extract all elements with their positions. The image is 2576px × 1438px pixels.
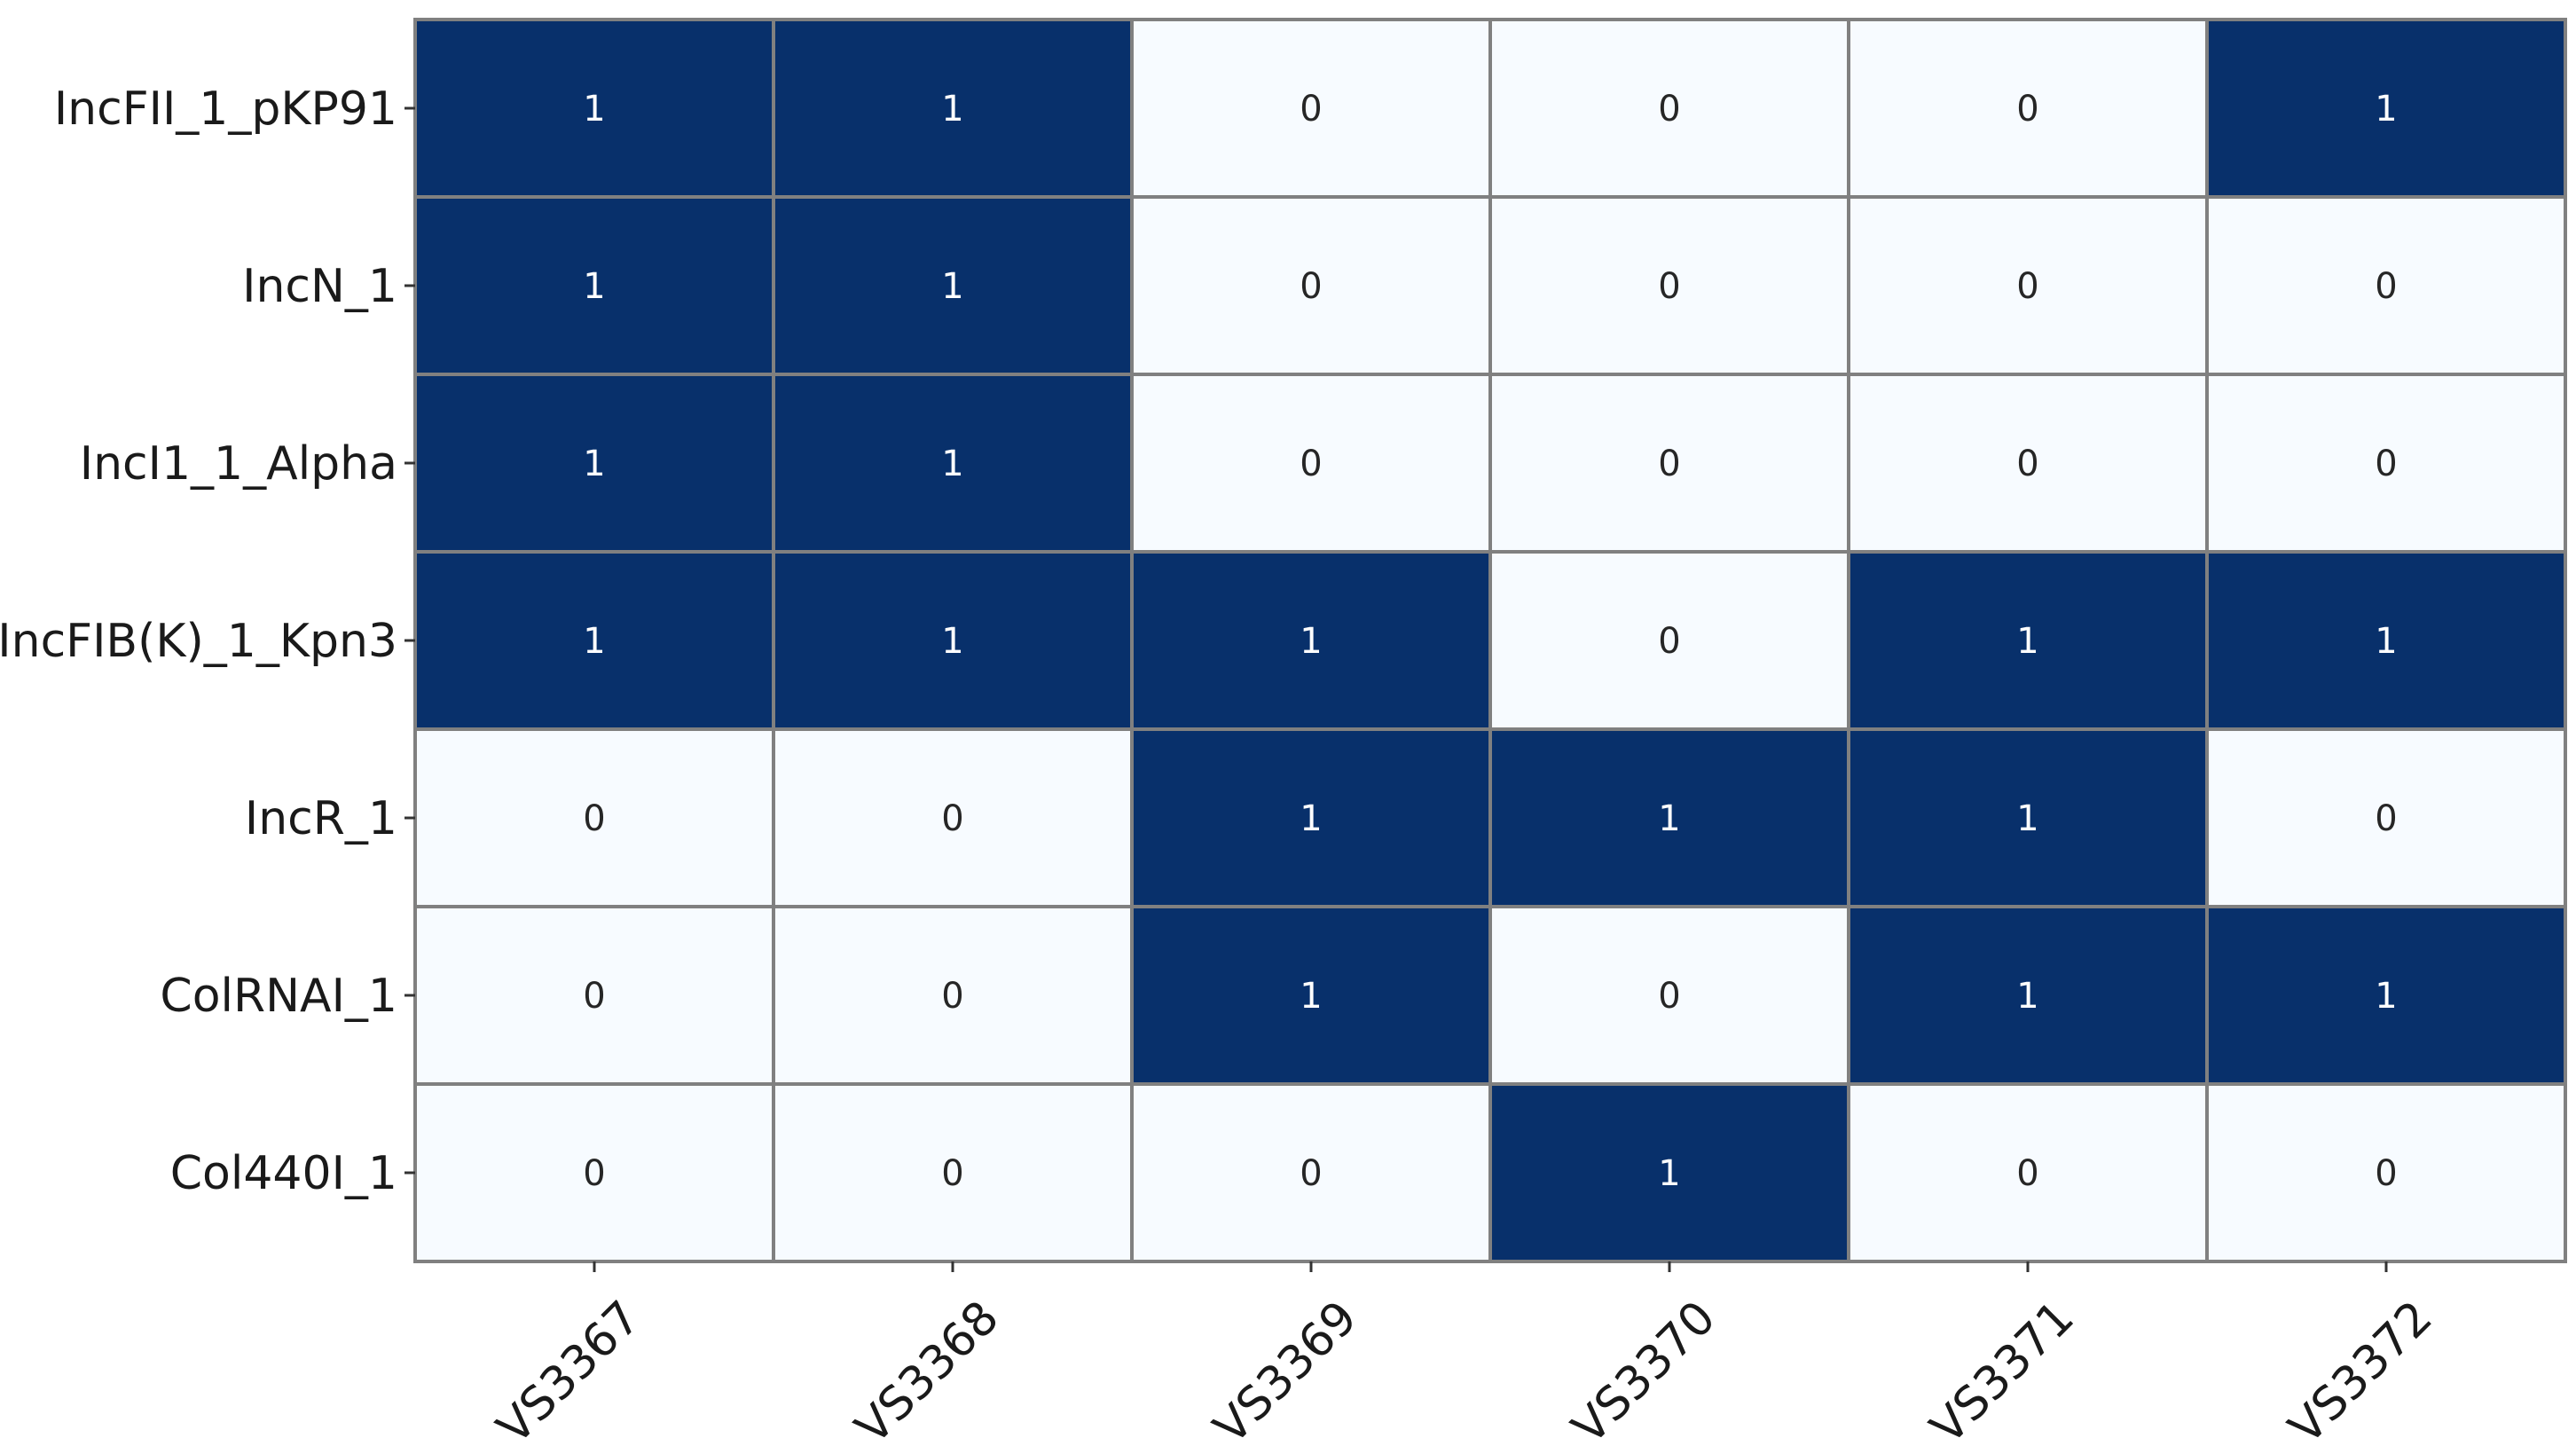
heatmap-cell-incn-1-vs3368 [772, 195, 1134, 376]
heatmap-cell-incfib-k-1-kpn3-vs3368 [772, 550, 1134, 731]
cell-value-label: 0 [941, 798, 963, 839]
cell-value-label: 0 [583, 1153, 605, 1194]
cell-value-label: 1 [583, 89, 605, 130]
heatmap-cell-incfib-k-1-kpn3-vs3369 [1130, 550, 1492, 731]
heatmap-cell-incfib-k-1-kpn3-vs3367 [413, 550, 775, 731]
cell-value-label: 0 [2375, 798, 2397, 839]
cell-value-label: 1 [583, 621, 605, 662]
heatmap-cell-incfii-1-pkp91-vs3370 [1488, 18, 1850, 199]
cell-value-label: 0 [2016, 89, 2038, 130]
y-tick-label-incn-1: IncN_1 [242, 260, 397, 313]
x-axis-tick-labels: VS3367 VS3368 VS3369 VS3370 VS3371 VS3372 [487, 1261, 2443, 1438]
cell-value-label: 1 [1300, 621, 1322, 662]
x-tick-label-vs3370: VS3370 [1562, 1291, 1725, 1438]
cell-value-label: 1 [583, 444, 605, 484]
heatmap-cell-col440i-1-vs3369 [1130, 1082, 1492, 1263]
cell-value-label: 1 [583, 266, 605, 307]
cell-value-label: 0 [2016, 444, 2038, 484]
cell-value-label: 0 [941, 976, 963, 1017]
x-tick-label-vs3367: VS3367 [487, 1291, 650, 1438]
cell-value-label: 1 [941, 89, 963, 130]
cell-value-label: 0 [1658, 621, 1680, 662]
cell-value-label: 0 [2016, 1153, 2038, 1194]
cell-value-label: 0 [1658, 266, 1680, 307]
heatmap-cell-incr-1-vs3367 [413, 727, 775, 908]
heatmap-cell-incn-1-vs3370 [1488, 195, 1850, 376]
heatmap-cell-incn-1-vs3372 [2205, 195, 2567, 376]
heatmap-cell-colrnai-1-vs3367 [413, 905, 775, 1086]
heatmap-cell-col440i-1-vs3368 [772, 1082, 1134, 1263]
heatmap-cell-inci1-1-alpha-vs3372 [2205, 373, 2567, 554]
cell-value-label: 1 [2016, 621, 2038, 662]
y-tick-label-incfib-k-1-kpn3: IncFIB(K)_1_Kpn3 [0, 615, 397, 668]
y-axis-tick-labels: IncFII_1_pKP91 IncN_1 IncI1_1_Alpha IncFIB(… [0, 83, 415, 1200]
heatmap-cell-incfib-k-1-kpn3-vs3371 [1847, 550, 2209, 731]
y-tick-label-incr-1: IncR_1 [245, 792, 397, 845]
heatmap-cell-inci1-1-alpha-vs3371 [1847, 373, 2209, 554]
heatmap-cells: 1 1 0 0 0 1 1 1 0 0 0 0 1 1 0 0 0 0 1 1 1 0 1 1 0 0 1 1 1 0 0 0 1 0 1 1 0 0 0 1… [413, 18, 2567, 1263]
cell-value-label: 1 [941, 266, 963, 307]
x-tick-label-vs3372: VS3372 [2279, 1291, 2442, 1438]
cell-value-label: 0 [1658, 444, 1680, 484]
heatmap-cell-incfii-1-pkp91-vs3368 [772, 18, 1134, 199]
cell-value-label: 0 [941, 1153, 963, 1194]
y-tick-label-colrnai-1: ColRNAI_1 [160, 970, 397, 1023]
x-tick-label-vs3368: VS3368 [845, 1291, 1009, 1438]
cell-value-label: 1 [941, 444, 963, 484]
cell-value-label: 1 [2016, 798, 2038, 839]
heatmap-cell-colrnai-1-vs3372 [2205, 905, 2567, 1086]
heatmap-cell-incfii-1-pkp91-vs3369 [1130, 18, 1492, 199]
cell-value-label: 1 [1658, 1153, 1680, 1194]
cell-value-label: 0 [2016, 266, 2038, 307]
cell-value-label: 1 [1300, 976, 1322, 1017]
heatmap-cell-inci1-1-alpha-vs3368 [772, 373, 1134, 554]
cell-value-label: 0 [2375, 444, 2397, 484]
heatmap-cell-incr-1-vs3370 [1488, 727, 1850, 908]
y-tick-label-col440i-1: Col440I_1 [170, 1147, 397, 1200]
heatmap-cell-incfii-1-pkp91-vs3372 [2205, 18, 2567, 199]
cell-value-label: 0 [2375, 266, 2397, 307]
heatmap-cell-incr-1-vs3369 [1130, 727, 1492, 908]
heatmap-cell-inci1-1-alpha-vs3370 [1488, 373, 1850, 554]
heatmap-cell-incfib-k-1-kpn3-vs3372 [2205, 550, 2567, 731]
heatmap-cell-col440i-1-vs3370 [1488, 1082, 1850, 1263]
cell-value-label: 0 [2375, 1153, 2397, 1194]
x-tick-label-vs3371: VS3371 [1920, 1291, 2084, 1438]
cell-value-label: 0 [583, 976, 605, 1017]
cell-value-label: 0 [1658, 976, 1680, 1017]
cell-value-label: 1 [2375, 89, 2397, 130]
cell-value-label: 0 [1300, 444, 1322, 484]
heatmap-cell-incr-1-vs3371 [1847, 727, 2209, 908]
heatmap-cell-incr-1-vs3372 [2205, 727, 2567, 908]
cell-value-label: 1 [1658, 798, 1680, 839]
heatmap-cell-incfib-k-1-kpn3-vs3370 [1488, 550, 1850, 731]
cell-value-label: 1 [1300, 798, 1322, 839]
cell-value-label: 0 [1658, 89, 1680, 130]
cell-value-label: 1 [2375, 621, 2397, 662]
cell-value-label: 1 [941, 621, 963, 662]
heatmap-cell-incfii-1-pkp91-vs3367 [413, 18, 775, 199]
cell-value-label: 1 [2375, 976, 2397, 1017]
cell-value-label: 0 [1300, 1153, 1322, 1194]
y-tick-label-inci1-1-alpha: IncI1_1_Alpha [80, 437, 397, 491]
heatmap-cell-col440i-1-vs3372 [2205, 1082, 2567, 1263]
heatmap-cell-col440i-1-vs3367 [413, 1082, 775, 1263]
cell-value-label: 0 [1300, 266, 1322, 307]
y-tick-label-incfii-1-pkp91: IncFII_1_pKP91 [54, 83, 397, 136]
x-tick-label-vs3369: VS3369 [1204, 1291, 1367, 1438]
cell-value-label: 1 [2016, 976, 2038, 1017]
cell-value-label: 0 [583, 798, 605, 839]
cell-value-label: 0 [1300, 89, 1322, 130]
